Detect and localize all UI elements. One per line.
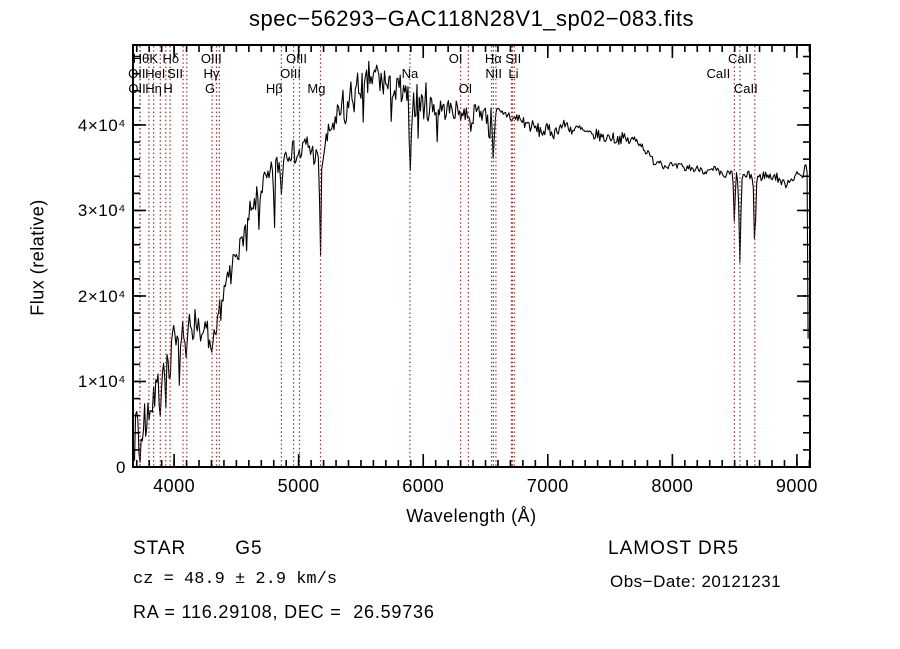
survey-release-label: LAMOST DR5 [608, 538, 740, 559]
y-axis-label: Flux (relative) [27, 199, 48, 316]
y-tick-label: 3×10⁴ [77, 201, 126, 221]
x-tick-label: 8000 [651, 476, 694, 496]
spectral-line-label: H [163, 81, 173, 96]
spectral-line-label: Mg [307, 81, 326, 96]
star-subclass: G5 [235, 538, 263, 559]
spectral-line-label: Hθ [132, 51, 150, 66]
x-axis-label: Wavelength (Å) [406, 506, 537, 526]
spectral-line-label: Hη [145, 81, 162, 96]
plot-title: spec−56293−GAC118N28V1_sp02−083.fits [248, 6, 695, 31]
spectral-line-label: CaII [706, 66, 731, 81]
spectral-line-label: Hδ [162, 51, 180, 66]
spectral-line-label: OI [458, 81, 473, 96]
spectral-line-label: OII [128, 66, 146, 81]
spectral-line-label: Hβ [265, 81, 283, 96]
spectral-line-label: OIII [286, 51, 308, 66]
obs-date-line: Obs−Date: 20121231 [610, 572, 782, 591]
spectral-line-label: OI [448, 51, 463, 66]
x-tick-label: 9000 [775, 476, 818, 496]
ra-dec-line: RA = 116.29108, DEC = 26.59736 [133, 602, 435, 622]
spectral-line-label: NII [485, 66, 503, 81]
spectral-line-label: Na [401, 66, 419, 81]
spectral-line-label: OIII [280, 66, 302, 81]
spectral-line-label: SII [505, 51, 522, 66]
x-tick-label: 4000 [153, 476, 196, 496]
spectral-line-label: SII [167, 66, 184, 81]
y-tick-label: 1×10⁴ [77, 372, 126, 392]
y-tick-label: 2×10⁴ [77, 286, 126, 306]
spectral-line-label: OIII [200, 51, 222, 66]
y-tick-label: 0 [116, 458, 126, 477]
spectral-line-label: K [149, 51, 159, 66]
spectral-line-label: Hα [484, 51, 502, 66]
x-tick-label: 6000 [402, 476, 445, 496]
x-tick-label: 5000 [277, 476, 320, 496]
spectral-line-label: CaII [727, 51, 752, 66]
cz-value-line: cz = 48.9 ± 2.9 km/s [133, 570, 338, 589]
spectral-line-label: G [205, 81, 216, 96]
spectral-line-label: OII [128, 81, 146, 96]
spectral-line-label: Hγ [203, 66, 220, 81]
x-tick-label: 7000 [526, 476, 569, 496]
classification-line: STAR G5 [133, 538, 263, 560]
spectrum-trace [133, 60, 809, 463]
spectral-line-label: HeI [145, 66, 166, 81]
star-class: STAR [133, 538, 187, 559]
axes-frame [132, 44, 811, 468]
spectral-line-label: CaII [733, 81, 758, 96]
spectral-line-label: Li [508, 66, 519, 81]
y-tick-label: 4×10⁴ [77, 115, 126, 135]
